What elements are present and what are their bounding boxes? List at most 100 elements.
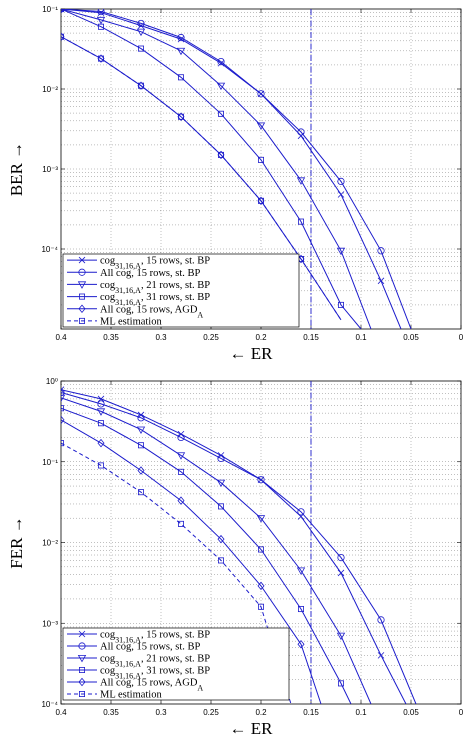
legend-label: All cog, 15 rows, st. BP bbox=[100, 268, 201, 279]
data-point bbox=[257, 196, 265, 206]
legend-marker bbox=[77, 281, 87, 289]
x-tick-label: 0.4 bbox=[55, 333, 67, 342]
legend-entry: cog31,16,A, 21 rows, st. BP bbox=[67, 280, 210, 295]
legend-entry: All cog, 15 rows, st. BP bbox=[67, 268, 201, 279]
data-point bbox=[257, 546, 264, 553]
data-point bbox=[97, 9, 105, 16]
legend-marker bbox=[78, 256, 86, 264]
data-point bbox=[61, 9, 65, 12]
data-point bbox=[217, 151, 224, 158]
data-point bbox=[137, 82, 144, 89]
x-axis-label: ← ER bbox=[230, 719, 274, 736]
data-point bbox=[177, 74, 184, 81]
data-point bbox=[257, 476, 265, 484]
y-tick-label: 10⁻¹ bbox=[42, 458, 58, 467]
x-tick-label: 0.1 bbox=[355, 333, 367, 342]
legend-marker bbox=[79, 691, 86, 698]
y-tick-label: 10⁻² bbox=[42, 539, 58, 548]
data-point bbox=[137, 466, 145, 475]
legend-marker bbox=[78, 642, 86, 650]
x-tick-label: 0.05 bbox=[403, 333, 419, 342]
y-tick-label: 10⁻² bbox=[42, 85, 58, 94]
data-point bbox=[177, 113, 184, 120]
data-point bbox=[336, 632, 346, 641]
legend-label: ML estimation bbox=[100, 690, 162, 701]
data-point bbox=[216, 82, 226, 91]
data-point bbox=[97, 9, 105, 16]
data-point bbox=[257, 156, 264, 163]
data-point bbox=[337, 301, 344, 308]
series-5 bbox=[61, 415, 322, 704]
x-tick-label: 0.15 bbox=[303, 333, 319, 342]
data-point bbox=[337, 554, 345, 562]
data-point bbox=[61, 386, 65, 393]
data-point bbox=[217, 454, 225, 463]
data-point bbox=[61, 9, 65, 13]
x-tick-label: 0.35 bbox=[103, 708, 119, 717]
data-point bbox=[136, 426, 146, 435]
x-tick-label: 0.15 bbox=[303, 708, 319, 717]
series-2 bbox=[61, 388, 417, 704]
legend-entry: All cog, 15 rows, AGDA bbox=[67, 677, 203, 693]
legend-label: cog31,16,A, 31 rows, st. BP bbox=[100, 666, 210, 681]
legend-marker bbox=[78, 304, 86, 313]
data-point bbox=[137, 442, 144, 449]
data-point bbox=[257, 603, 264, 610]
data-point bbox=[97, 395, 105, 403]
legend-label: ML estimation bbox=[100, 316, 162, 327]
legend-entry: ML estimation bbox=[67, 690, 162, 701]
x-tick-label: 0.25 bbox=[203, 708, 219, 717]
x-tick-label: 0 bbox=[459, 333, 464, 342]
legend-marker bbox=[78, 677, 86, 687]
data-point bbox=[337, 569, 345, 577]
data-point bbox=[257, 581, 265, 591]
series-line bbox=[61, 9, 402, 329]
legend-marker bbox=[78, 268, 86, 276]
data-point bbox=[297, 606, 304, 613]
y-axis-label: FER → bbox=[7, 516, 26, 568]
series-line bbox=[61, 392, 417, 704]
legend-entry: cog31,16,A, 15 rows, st. BP bbox=[67, 630, 210, 644]
y-tick-label: 10⁰ bbox=[46, 377, 58, 386]
series-line bbox=[61, 419, 322, 704]
data-point bbox=[337, 680, 344, 687]
data-point bbox=[176, 47, 186, 56]
legend-label: cog31,16,A, 21 rows, st. BP bbox=[100, 280, 210, 295]
data-point bbox=[61, 9, 65, 13]
legend-entry: All cog, 15 rows, st. BP bbox=[67, 642, 201, 653]
legend-label: All cog, 15 rows, AGDA bbox=[100, 678, 203, 693]
x-tick-label: 0 bbox=[459, 708, 464, 717]
data-point bbox=[177, 496, 185, 505]
legend-marker bbox=[77, 655, 87, 663]
legend-entry: cog31,16,A, 31 rows, st. BP bbox=[67, 292, 210, 307]
data-point bbox=[177, 433, 185, 442]
legend-entry: cog31,16,A, 15 rows, st. BP bbox=[67, 256, 210, 271]
legend-entry: cog31,16,A, 31 rows, st. BP bbox=[67, 666, 210, 681]
series-line bbox=[61, 389, 407, 704]
data-point bbox=[217, 557, 224, 564]
data-point bbox=[336, 247, 346, 256]
data-point bbox=[61, 388, 65, 397]
x-tick-label: 0.1 bbox=[355, 708, 367, 717]
legend-label: cog31,16,A, 15 rows, st. BP bbox=[100, 256, 210, 271]
x-tick-label: 0.25 bbox=[203, 333, 219, 342]
data-point bbox=[297, 128, 305, 136]
data-point bbox=[96, 408, 106, 416]
data-point bbox=[98, 420, 105, 427]
data-point bbox=[97, 400, 105, 408]
data-point bbox=[136, 28, 146, 37]
data-point bbox=[98, 462, 105, 469]
data-point bbox=[61, 415, 65, 425]
x-tick-label: 0.2 bbox=[255, 708, 267, 717]
legend-entry: cog31,16,A, 21 rows, st. BP bbox=[67, 654, 210, 668]
data-point bbox=[61, 440, 65, 447]
data-point bbox=[98, 23, 105, 30]
data-point bbox=[61, 394, 66, 403]
ber-chart-panel: 0.4 0.35 0.3 0.25 0.2 0.15 0.1 0.05 0 10⁻¹ 10⁻² 10⁻… bbox=[7, 5, 464, 363]
series-4 bbox=[61, 405, 352, 704]
series-2 bbox=[61, 9, 412, 329]
data-point bbox=[217, 534, 225, 544]
data-point bbox=[296, 177, 306, 185]
